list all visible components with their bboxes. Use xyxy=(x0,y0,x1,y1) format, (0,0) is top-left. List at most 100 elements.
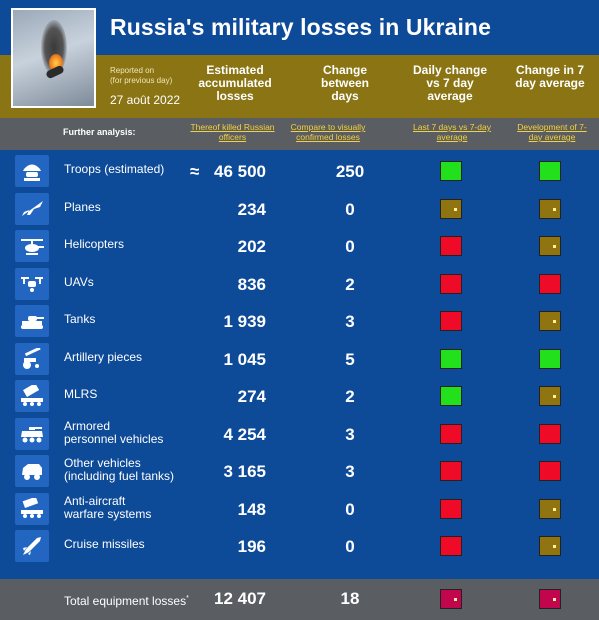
link-development-7day[interactable]: Development of 7-day average xyxy=(517,122,587,142)
trend-indicator xyxy=(539,461,561,481)
row-label: UAVs xyxy=(64,274,94,289)
row-change: 250 xyxy=(335,162,365,181)
apc-icon xyxy=(15,417,49,450)
daily-indicator xyxy=(440,498,462,519)
daily-indicator xyxy=(440,236,462,256)
table-row: Planes 234 0 xyxy=(0,191,599,229)
daily-indicator xyxy=(440,198,462,219)
row-label: Cruise missiles xyxy=(64,537,145,551)
col-header-estimated: Estimated accumulated losses xyxy=(198,63,272,103)
helicopter-icon xyxy=(15,230,49,262)
row-label: Helicopters xyxy=(64,237,125,251)
row-label: Armored personnel vehicles xyxy=(64,418,164,446)
trend-indicator xyxy=(539,236,561,256)
trend-indicator xyxy=(539,311,561,331)
reported-on-note: Reported on (for previous day) xyxy=(110,66,173,85)
table-row: Tanks 1 939 3 xyxy=(0,303,599,341)
row-value: 1 939 xyxy=(223,312,266,331)
daily-indicator xyxy=(440,311,462,331)
total-row: Total equipment losses* 12 407 18 xyxy=(0,579,599,620)
table-row: UAVs 836 2 xyxy=(0,266,599,304)
trend-indicator xyxy=(539,386,561,406)
row-value: 1 045 xyxy=(223,349,266,369)
anti-aircraft-icon xyxy=(15,492,49,525)
table-row: Armored personnel vehicles 4 254 3 xyxy=(0,416,599,454)
row-change: 0 xyxy=(345,199,355,219)
row-change: 3 xyxy=(345,462,355,481)
row-value: 202 xyxy=(237,237,266,256)
table-row: Anti-aircraft warfare systems 148 0 xyxy=(0,491,599,529)
header-top-band xyxy=(0,0,599,55)
trend-indicator xyxy=(539,161,561,181)
row-change: 0 xyxy=(345,237,355,256)
total-daily-indicator xyxy=(440,589,462,609)
row-label: Tanks xyxy=(64,312,96,326)
trend-indicator xyxy=(539,273,561,294)
mlrs-icon xyxy=(15,380,49,412)
drone-icon xyxy=(15,267,49,300)
page-title: Russia's military losses in Ukraine xyxy=(110,14,491,40)
row-change: 2 xyxy=(345,274,355,294)
further-analysis-label: Further analysis: xyxy=(63,127,136,137)
row-value: 274 xyxy=(237,387,266,406)
link-visually-confirmed[interactable]: Compare to visually confirmed losses xyxy=(290,122,366,142)
report-date: 27 août 2022 xyxy=(110,93,181,107)
table-row: MLRS 274 2 xyxy=(0,378,599,416)
table-row: Helicopters 202 0 xyxy=(0,228,599,266)
row-change: 0 xyxy=(345,499,355,519)
row-label: Other vehicles (including fuel tanks) xyxy=(64,456,175,483)
row-change: 3 xyxy=(345,312,355,331)
row-change: 0 xyxy=(345,537,355,556)
row-value: 196 xyxy=(237,537,266,556)
trend-indicator xyxy=(539,498,561,519)
plane-icon xyxy=(15,192,49,225)
table-row: Artillery pieces 1 045 5 xyxy=(0,341,599,379)
row-label: Troops (estimated) xyxy=(64,162,165,176)
row-label: MLRS xyxy=(64,387,98,401)
total-change: 18 xyxy=(340,589,360,608)
col-header-change-7day: Change in 7 day average xyxy=(515,63,585,90)
daily-indicator xyxy=(440,461,462,481)
daily-indicator xyxy=(440,348,462,369)
row-change: 2 xyxy=(345,387,355,406)
total-value: 12 407 xyxy=(214,589,266,608)
row-value: 234 xyxy=(237,199,266,219)
approx-sign: ≈ xyxy=(190,162,200,181)
artillery-icon xyxy=(15,342,49,375)
table-row: Other vehicles (including fuel tanks) 3 1… xyxy=(0,453,599,491)
col-header-daily: Daily change vs 7 day average xyxy=(412,63,488,103)
row-value: 3 165 xyxy=(223,462,266,481)
col-header-change: Change between days xyxy=(320,63,369,103)
tank-icon xyxy=(15,305,49,337)
row-value: 4 254 xyxy=(223,424,266,444)
daily-indicator xyxy=(440,273,462,294)
table-row: Troops (estimated) ≈46 500 250 xyxy=(0,153,599,191)
link-last-7-days[interactable]: Last 7 days vs 7-day average xyxy=(413,122,491,142)
daily-indicator xyxy=(440,423,462,444)
link-killed-officers[interactable]: Thereof killed Russian officers xyxy=(190,122,275,142)
daily-indicator xyxy=(440,536,462,556)
header-gold-band xyxy=(0,55,599,118)
soldier-icon xyxy=(15,155,49,187)
row-label: Artillery pieces xyxy=(64,349,143,364)
trend-indicator xyxy=(539,423,561,444)
row-value: 836 xyxy=(237,274,266,294)
row-value: 46 500 xyxy=(214,162,266,181)
missile-icon xyxy=(15,530,49,562)
row-label: Planes xyxy=(64,199,101,214)
daily-indicator xyxy=(440,386,462,406)
row-change: 5 xyxy=(345,349,355,369)
total-label: Total equipment losses* xyxy=(64,594,189,608)
header: Russia's military losses in Ukraine Repo… xyxy=(0,0,599,118)
burning-helicopter-photo xyxy=(11,8,96,108)
row-label: Anti-aircraft warfare systems xyxy=(64,493,152,521)
trend-indicator xyxy=(539,536,561,556)
row-change: 3 xyxy=(345,424,355,444)
further-analysis-bar xyxy=(0,118,599,150)
daily-indicator xyxy=(440,161,462,181)
total-trend-indicator xyxy=(539,589,561,609)
trend-indicator xyxy=(539,198,561,219)
table-row: Cruise missiles 196 0 xyxy=(0,528,599,566)
row-value: 148 xyxy=(237,499,266,519)
trend-indicator xyxy=(539,348,561,369)
